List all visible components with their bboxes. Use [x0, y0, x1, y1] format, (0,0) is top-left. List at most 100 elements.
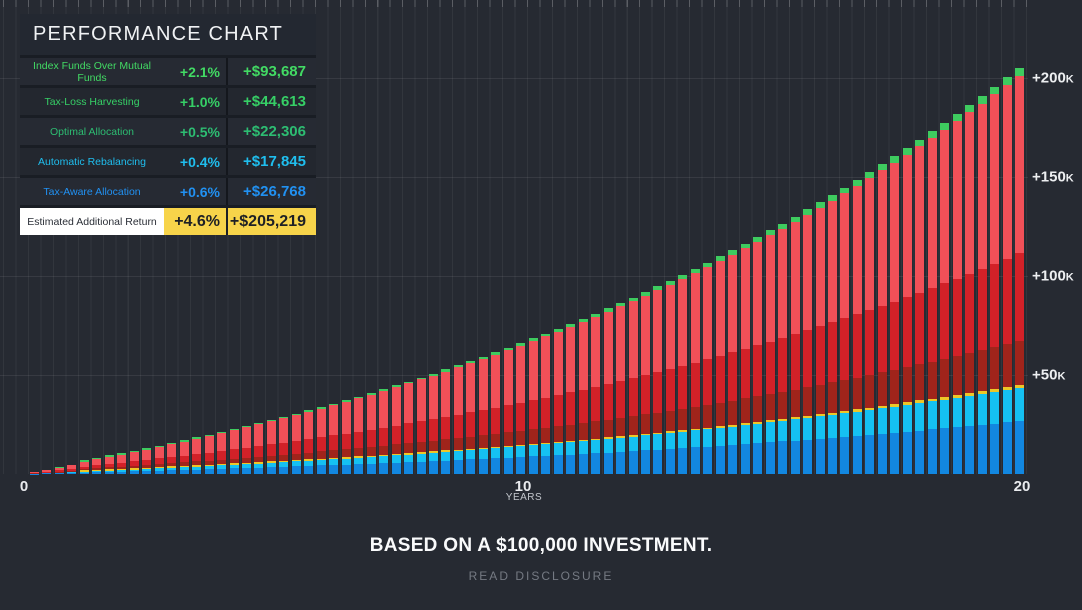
bar[interactable] — [703, 262, 713, 474]
bar-segment-index-funds-over-mutual-funds — [603, 311, 613, 385]
bar[interactable] — [803, 209, 813, 474]
bar[interactable] — [877, 164, 887, 474]
bar-segment-index-funds-over-mutual-funds — [341, 401, 351, 434]
bar[interactable] — [503, 347, 513, 474]
bar[interactable] — [279, 416, 289, 474]
bar[interactable] — [940, 122, 950, 474]
bar[interactable] — [142, 448, 152, 474]
bar[interactable] — [628, 297, 638, 474]
bar[interactable] — [616, 303, 626, 474]
bar[interactable] — [416, 377, 426, 474]
bar-segment-optimal-allocation — [179, 462, 189, 466]
bar[interactable] — [291, 413, 301, 474]
bar[interactable] — [104, 455, 114, 474]
bar-segment-optimal-allocation-accent — [902, 402, 912, 405]
bar[interactable] — [466, 360, 476, 474]
bar[interactable] — [379, 389, 389, 474]
bar[interactable] — [753, 237, 763, 474]
bar[interactable] — [665, 280, 675, 474]
bar-segment-index-funds-over-mutual-funds — [117, 454, 127, 463]
bar[interactable] — [129, 450, 139, 474]
bar[interactable] — [241, 425, 251, 474]
bar[interactable] — [341, 400, 351, 474]
bar[interactable] — [553, 328, 563, 474]
bar-segment-optimal-allocation — [528, 429, 538, 444]
bar[interactable] — [316, 407, 326, 474]
bar[interactable] — [977, 95, 987, 474]
bar[interactable] — [329, 403, 339, 474]
bar-segment-tax-loss-harvesting — [453, 414, 463, 438]
bar[interactable] — [815, 202, 825, 474]
bar[interactable] — [404, 381, 414, 474]
bar[interactable] — [391, 385, 401, 474]
bar[interactable] — [229, 428, 239, 474]
bar[interactable] — [254, 422, 264, 474]
bar[interactable] — [566, 323, 576, 474]
bar[interactable] — [790, 216, 800, 474]
bar[interactable] — [354, 396, 364, 474]
bar[interactable] — [965, 105, 975, 474]
bar[interactable] — [54, 467, 64, 474]
bar[interactable] — [304, 410, 314, 474]
bar[interactable] — [92, 457, 102, 474]
bar[interactable] — [640, 292, 650, 474]
bar[interactable] — [154, 445, 164, 474]
bar[interactable] — [902, 148, 912, 474]
bar[interactable] — [690, 268, 700, 474]
bar-segment-automatic-rebalancing — [391, 455, 401, 463]
bar-segment-top-cap — [628, 297, 638, 302]
bar[interactable] — [528, 338, 538, 474]
bar-segment-optimal-allocation-accent — [541, 442, 551, 445]
bar-segment-automatic-rebalancing — [803, 417, 813, 440]
bar[interactable] — [578, 318, 588, 474]
bar[interactable] — [952, 114, 962, 474]
bar[interactable] — [927, 131, 937, 474]
bar[interactable] — [491, 352, 501, 474]
bar[interactable] — [653, 286, 663, 474]
bar[interactable] — [915, 139, 925, 474]
bar[interactable] — [79, 460, 89, 474]
headline-text: BASED ON A $100,000 INVESTMENT. — [369, 535, 713, 556]
bar[interactable] — [192, 437, 202, 474]
bar-segment-automatic-rebalancing — [778, 420, 788, 442]
bar[interactable] — [117, 453, 127, 474]
bar[interactable] — [441, 369, 451, 474]
bar[interactable] — [728, 250, 738, 474]
bar[interactable] — [715, 256, 725, 474]
bar[interactable] — [840, 187, 850, 474]
bar-segment-index-funds-over-mutual-funds — [803, 214, 813, 331]
bar[interactable] — [179, 440, 189, 474]
bar[interactable] — [1015, 67, 1025, 474]
bar[interactable] — [1002, 77, 1012, 474]
bar-segment-top-cap — [778, 223, 788, 229]
bar[interactable] — [778, 223, 788, 474]
bar[interactable] — [453, 365, 463, 474]
bar[interactable] — [541, 333, 551, 474]
bar-segment-automatic-rebalancing — [553, 443, 563, 456]
bar-segment-automatic-rebalancing — [316, 460, 326, 466]
bar[interactable] — [852, 179, 862, 474]
bar[interactable] — [765, 230, 775, 474]
bar[interactable] — [516, 343, 526, 474]
bar[interactable] — [204, 434, 214, 474]
bar[interactable] — [217, 431, 227, 474]
bar[interactable] — [828, 194, 837, 474]
bar[interactable] — [478, 356, 488, 474]
bar[interactable] — [266, 419, 276, 474]
bar[interactable] — [990, 86, 1000, 474]
bar[interactable] — [67, 465, 77, 474]
bar[interactable] — [591, 313, 601, 474]
bar[interactable] — [429, 373, 438, 474]
bar-segment-optimal-allocation-accent — [865, 407, 875, 411]
read-disclosure-link[interactable]: READ DISCLOSURE — [468, 569, 614, 583]
bar[interactable] — [740, 243, 750, 474]
bar[interactable] — [167, 442, 177, 474]
bar[interactable] — [865, 172, 875, 474]
bar-segment-optimal-allocation-accent — [79, 470, 89, 472]
bar[interactable] — [678, 274, 688, 474]
bar[interactable] — [30, 471, 39, 474]
bar[interactable] — [42, 469, 52, 474]
bar[interactable] — [890, 156, 900, 474]
bar[interactable] — [366, 392, 376, 474]
bar[interactable] — [603, 308, 613, 474]
